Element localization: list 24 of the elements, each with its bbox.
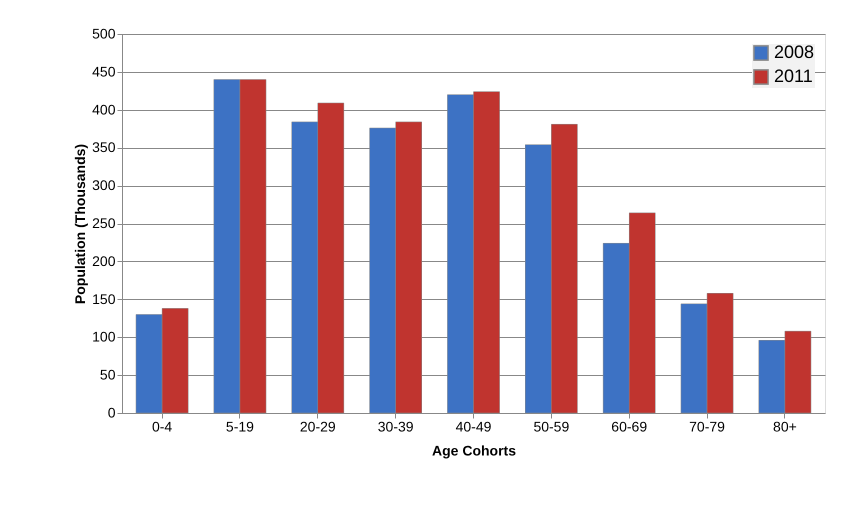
y-tick-label: 50 bbox=[100, 366, 116, 383]
y-tick-label: 300 bbox=[92, 177, 116, 194]
y-tick-label: 450 bbox=[92, 63, 116, 80]
y-tick-label: 200 bbox=[92, 252, 116, 269]
x-tick-label: 0-4 bbox=[152, 418, 172, 434]
legend-label: 2011 bbox=[774, 66, 813, 86]
x-tick-label: 30-39 bbox=[378, 418, 414, 434]
x-tick-label: 20-29 bbox=[300, 418, 336, 434]
x-tick-label: 70-79 bbox=[689, 418, 726, 434]
legend-label: 2008 bbox=[774, 42, 814, 62]
y-axis-title: Population (Thousands) bbox=[72, 144, 88, 304]
y-tick-label: 0 bbox=[108, 404, 116, 420]
y-tick-label: 500 bbox=[92, 26, 116, 42]
y-tick-label: 350 bbox=[92, 139, 116, 156]
y-tick-label: 250 bbox=[92, 215, 116, 231]
y-tick-label: 400 bbox=[92, 101, 116, 118]
x-tick-label: 40-49 bbox=[456, 418, 492, 434]
x-tick-label: 60-69 bbox=[611, 418, 648, 434]
x-tick-label: 80+ bbox=[773, 418, 797, 434]
y-tick-label: 100 bbox=[92, 328, 116, 345]
y-tick-label: 150 bbox=[92, 290, 116, 307]
x-tick-label: 5-19 bbox=[226, 418, 254, 434]
x-tick-label: 50-59 bbox=[533, 418, 570, 434]
x-axis-title: Age Cohorts bbox=[432, 442, 516, 458]
